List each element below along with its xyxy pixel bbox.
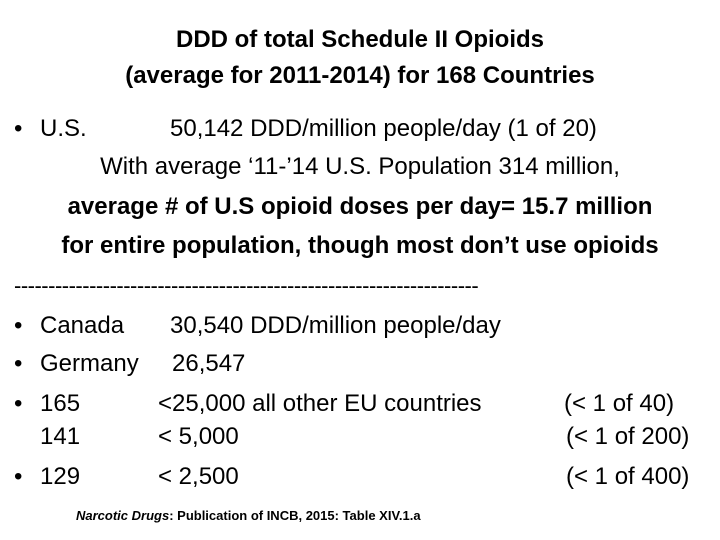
us-doses-line: average # of U.S opioid doses per day= 1… — [67, 193, 653, 220]
row-value: <25,000 all other EU countries — [158, 390, 482, 417]
citation: Narcotic Drugs: Publication of INCB, 201… — [76, 506, 421, 526]
row-label: Canada — [40, 312, 125, 339]
citation-details: : Publication of INCB, 2015: Table XIV.1… — [169, 508, 421, 523]
citation-source-title: Narcotic Drugs — [76, 508, 170, 523]
separator-line: ----------------------------------------… — [14, 273, 479, 298]
bullet-icon: • — [14, 312, 23, 339]
us-label: U.S. — [40, 115, 87, 142]
row-value: < 5,000 — [158, 423, 239, 450]
slide-title-line-1: DDD of total Schedule II Opioids — [175, 26, 544, 53]
bullet-icon: • — [14, 115, 23, 142]
us-population-line: With average ‘11-’14 U.S. Population 314… — [100, 153, 620, 180]
row-value: 26,547 — [172, 350, 246, 377]
slide-title-line-2: (average for 2011-2014) for 168 Countrie… — [125, 62, 595, 89]
row-label: 129 — [40, 463, 81, 490]
bullet-icon: • — [14, 390, 23, 417]
row-ratio: (< 1 of 200) — [566, 423, 690, 450]
us-population-note: for entire population, though most don’t… — [61, 232, 659, 259]
row-label: 165 — [40, 390, 81, 417]
bullet-icon: • — [14, 350, 23, 377]
row-value: < 2,500 — [158, 463, 239, 490]
row-ratio: (< 1 of 40) — [564, 390, 675, 417]
us-value: 50,142 DDD/million people/day (1 of 20) — [170, 115, 597, 142]
row-ratio: (< 1 of 400) — [566, 463, 690, 490]
row-value: 30,540 DDD/million people/day — [170, 312, 501, 339]
bullet-icon: • — [14, 463, 23, 490]
row-label: Germany — [40, 350, 139, 377]
row-label: 141 — [40, 423, 81, 450]
